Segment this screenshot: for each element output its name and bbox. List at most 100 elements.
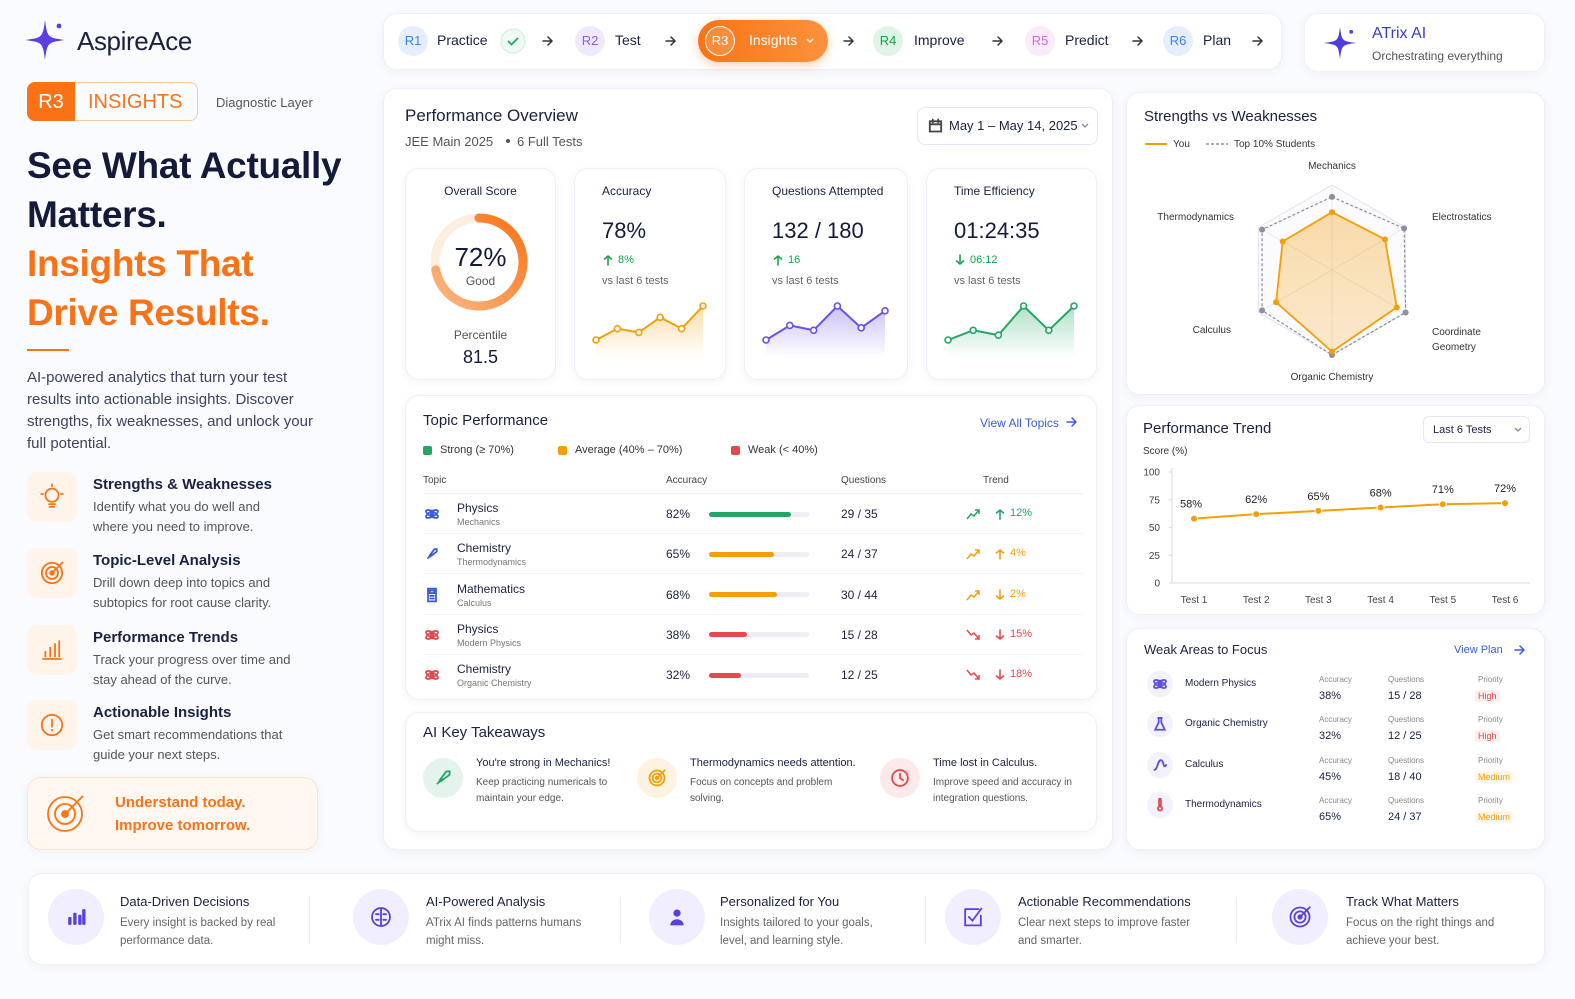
change-arrow bbox=[995, 629, 1005, 640]
weak-icon-bg bbox=[1147, 751, 1173, 778]
step-label[interactable]: Predict bbox=[1065, 32, 1109, 48]
link-arrow bbox=[1514, 645, 1526, 655]
row-topic: Thermodynamics bbox=[457, 557, 527, 568]
step-label[interactable]: Plan bbox=[1203, 32, 1232, 48]
row-questions: 29 / 35 bbox=[841, 507, 878, 521]
icon-stroke bbox=[1157, 805, 1163, 812]
kpi-change: 16 bbox=[788, 254, 801, 266]
view-link[interactable]: View All Topics bbox=[980, 416, 1059, 430]
takeaways-card bbox=[405, 712, 1097, 832]
assistant-tagline: Orchestrating everything bbox=[1372, 49, 1503, 63]
icon-stroke bbox=[82, 909, 86, 925]
chevron-glyph bbox=[806, 38, 814, 43]
kpi-card bbox=[744, 168, 908, 380]
trend-icon bbox=[966, 629, 980, 640]
arrow-glyph bbox=[992, 36, 1004, 46]
radar-axis-label: Calculus bbox=[1192, 325, 1231, 336]
change-arrow bbox=[995, 508, 1005, 520]
benefit-divider bbox=[620, 897, 621, 943]
radar-axis-label: Thermodynamics bbox=[1157, 212, 1234, 223]
icon-stroke bbox=[429, 673, 435, 678]
radar-axis-label: Mechanics bbox=[1308, 161, 1356, 172]
legend-swatch bbox=[558, 446, 567, 455]
arrow-glyph bbox=[995, 549, 1005, 561]
arrow-glyph bbox=[603, 254, 613, 266]
link-arrow bbox=[665, 36, 677, 46]
arrow-glyph bbox=[773, 254, 783, 266]
kpi-change: 06:12 bbox=[970, 254, 998, 266]
assistant-name: ATrix AI bbox=[1372, 25, 1427, 42]
accuracy-bar bbox=[709, 632, 747, 638]
weak-icon-bg bbox=[1147, 791, 1173, 818]
icon-stroke bbox=[51, 561, 64, 574]
step-label[interactable]: Insights bbox=[749, 32, 798, 48]
chevron bbox=[1514, 427, 1522, 432]
filter-dropdown[interactable] bbox=[1423, 416, 1530, 443]
priority-badge: High bbox=[1475, 730, 1500, 743]
icon-stroke bbox=[436, 770, 451, 785]
chevron bbox=[1081, 123, 1089, 128]
view-link[interactable]: View Plan bbox=[1454, 644, 1503, 656]
icon-stroke bbox=[1158, 797, 1162, 808]
badge-label: INSIGHTS bbox=[88, 91, 183, 113]
step-label[interactable]: Improve bbox=[914, 32, 965, 48]
row-change: 15% bbox=[1010, 627, 1033, 640]
date-dropdown[interactable] bbox=[917, 107, 1098, 145]
step-code: R3 bbox=[711, 33, 729, 48]
section-title: Topic Performance bbox=[423, 412, 549, 429]
feature-title: Strengths & Weaknesses bbox=[93, 476, 272, 493]
weak-column-label: Questions bbox=[1388, 675, 1425, 684]
icon-stroke bbox=[78, 914, 82, 925]
icon-stroke bbox=[673, 909, 681, 917]
weak-column-label: Accuracy bbox=[1319, 715, 1352, 725]
icon bbox=[371, 907, 391, 927]
steps-bar bbox=[383, 13, 1282, 70]
weak-column-label: Accuracy bbox=[1319, 755, 1352, 765]
description: AI-powered analytics that turn your test… bbox=[27, 369, 313, 452]
step-label[interactable]: Test bbox=[615, 32, 641, 48]
legend-swatch bbox=[423, 446, 432, 455]
step-code: R6 bbox=[1169, 33, 1187, 48]
done-circle bbox=[500, 28, 526, 54]
kpi-value: 01:24:35 bbox=[954, 218, 1040, 243]
layer-label: Diagnostic Layer bbox=[216, 95, 313, 110]
weak-topic: Modern Physics bbox=[1185, 678, 1257, 689]
icon bbox=[25, 20, 65, 60]
icon-stroke bbox=[425, 670, 439, 681]
icon-stroke bbox=[42, 640, 62, 660]
weak-topic: Calculus bbox=[1185, 758, 1224, 770]
arrow-glyph bbox=[1514, 645, 1526, 655]
radar-axis-label: Electrostatics bbox=[1432, 212, 1492, 223]
icon-stroke bbox=[1153, 679, 1167, 689]
kpi-sub-label: Percentile bbox=[453, 328, 508, 342]
icon-stroke bbox=[56, 23, 62, 29]
weak-topic: Thermodynamics bbox=[1185, 798, 1262, 810]
weak-column-label: Questions bbox=[1388, 755, 1425, 765]
feature-icon-box bbox=[27, 472, 77, 522]
trend-glyph bbox=[966, 589, 980, 601]
legend-label: Average (40% – 70%) bbox=[575, 444, 683, 456]
row-accuracy: 82% bbox=[666, 507, 691, 521]
icon bbox=[436, 770, 451, 785]
benefit-text: Every insight is backed by real performa… bbox=[120, 917, 276, 947]
step-label[interactable]: Practice bbox=[437, 32, 488, 48]
icon-stroke bbox=[40, 713, 64, 737]
benefit-divider bbox=[309, 897, 310, 943]
icon-stroke bbox=[44, 487, 60, 503]
change-arrow bbox=[773, 254, 783, 266]
step-code: R1 bbox=[404, 33, 422, 48]
takeaway-text: Improve speed and accuracy in integratio… bbox=[933, 777, 1072, 804]
row-topic: Mechanics bbox=[457, 517, 501, 527]
weak-accuracy: 65% bbox=[1319, 810, 1342, 823]
trend-icon bbox=[966, 589, 980, 601]
takeaway-title: Thermodynamics needs attention. bbox=[690, 757, 856, 769]
takeaway-text: Keep practicing numericals to maintain y… bbox=[476, 777, 608, 804]
link-arrow bbox=[1132, 36, 1144, 46]
step-circle bbox=[1025, 26, 1055, 56]
trend-glyph bbox=[966, 629, 980, 640]
icon-stroke bbox=[1324, 27, 1356, 59]
icon bbox=[425, 509, 439, 519]
row-accuracy: 38% bbox=[666, 627, 691, 642]
header-rule bbox=[423, 493, 1083, 494]
date-range: May 1 – May 14, 2025 bbox=[949, 118, 1078, 133]
